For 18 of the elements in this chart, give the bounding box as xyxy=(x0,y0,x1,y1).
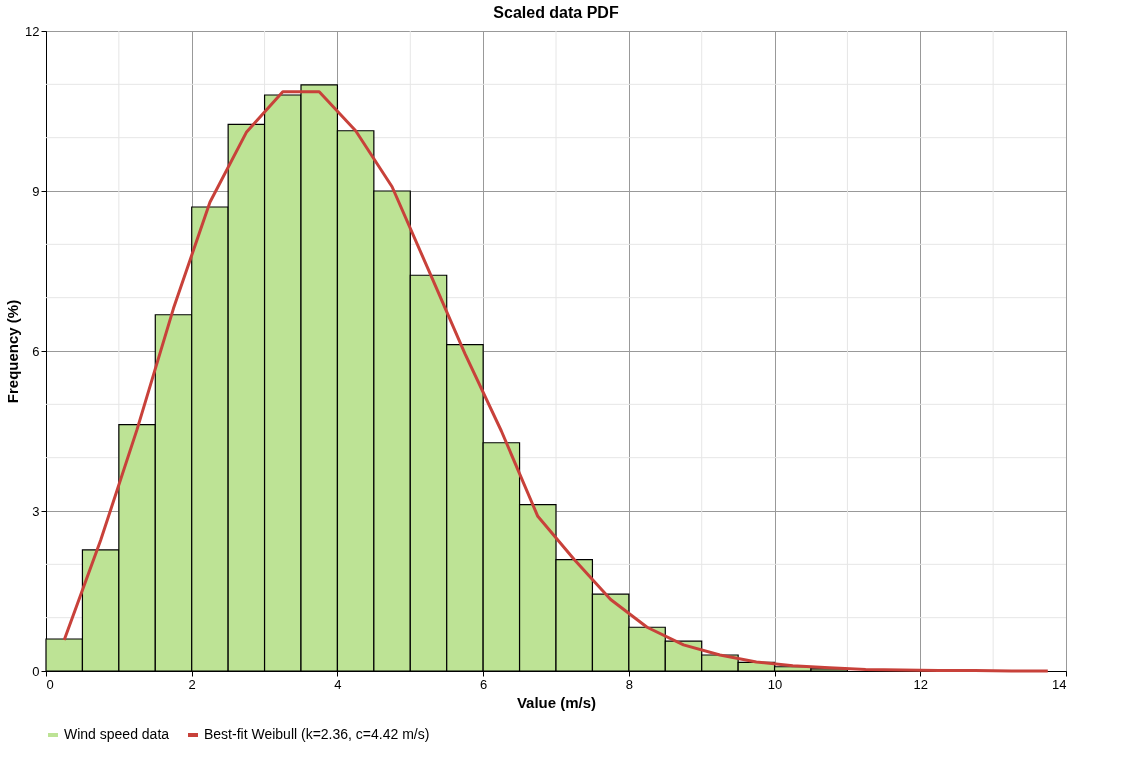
x-tick-label: 0 xyxy=(46,676,54,692)
x-tick-label: 6 xyxy=(480,676,488,692)
y-tick-label: 6 xyxy=(32,343,40,359)
y-tick-label: 0 xyxy=(32,663,40,679)
y-tick-label: 9 xyxy=(32,183,40,199)
y-tick-label: 3 xyxy=(32,503,40,519)
y-tick-label: 12 xyxy=(25,23,40,39)
chart-title: Scaled data PDF xyxy=(493,4,619,21)
x-tick-label: 8 xyxy=(625,676,633,692)
x-tick-label: 4 xyxy=(334,676,342,692)
x-axis-title: Value (m/s) xyxy=(516,693,597,711)
x-tick-label: 2 xyxy=(188,676,196,692)
legend-label: Wind speed data xyxy=(64,726,170,742)
x-tick-label: 12 xyxy=(913,676,929,692)
legend-label: Best-fit Weibull (k=2.36, c=4.42 m/s) xyxy=(204,726,430,742)
x-tick-label: 14 xyxy=(1052,676,1067,692)
y-axis-title: Frequency (%) xyxy=(4,299,22,404)
x-tick-label: 10 xyxy=(767,676,783,692)
